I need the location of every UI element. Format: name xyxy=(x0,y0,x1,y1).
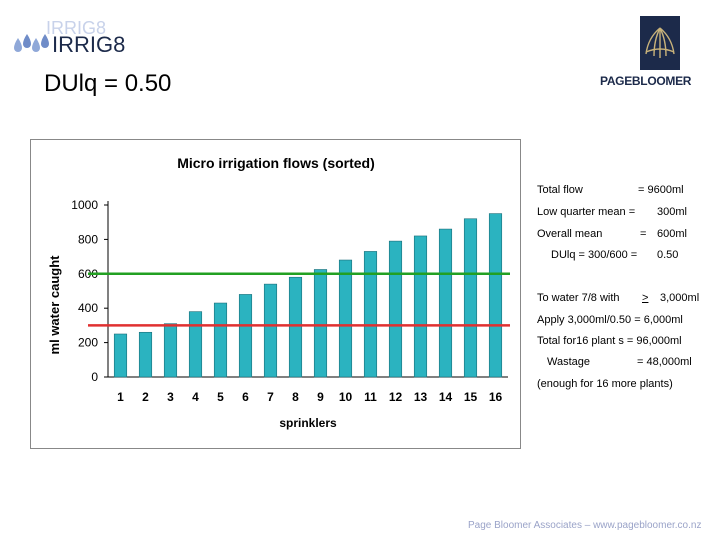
note-low-quarter-value: 300ml xyxy=(657,206,687,218)
note-total-flow-value: = 9600ml xyxy=(638,184,684,196)
bar-sprinkler-16 xyxy=(488,213,503,378)
bar-sprinkler-4 xyxy=(188,311,203,378)
y-tick-label: 400 xyxy=(78,301,98,315)
note-total-flow-label: Total flow xyxy=(537,184,583,196)
note-enough: (enough for 16 more plants) xyxy=(537,378,673,390)
x-tick-label: 3 xyxy=(167,390,174,404)
x-tick-label: 11 xyxy=(364,390,377,404)
flows-chart: Micro irrigation flows (sorted) ml water… xyxy=(30,139,521,449)
x-tick-label: 5 xyxy=(217,390,224,404)
logo-text-shadow: IRRIG8 xyxy=(46,18,106,38)
bar-sprinkler-15 xyxy=(463,218,478,378)
note-dulq-label: DUlq = 300/600 = xyxy=(551,249,638,261)
x-tick-label: 15 xyxy=(464,390,478,404)
note-wastage-value: = 48,000ml xyxy=(637,356,692,368)
y-tick-label: 0 xyxy=(91,370,98,384)
footer-text: Page Bloomer Associates – www.pagebloome… xyxy=(468,520,702,531)
x-tick-label: 2 xyxy=(142,390,149,404)
bar-sprinkler-3 xyxy=(163,323,178,378)
x-tick-label: 9 xyxy=(317,390,324,404)
note-overall-eq: = xyxy=(640,228,647,240)
x-tick-label: 1 xyxy=(117,390,124,404)
bloom-icon xyxy=(645,27,675,58)
bar-sprinkler-14 xyxy=(438,228,453,378)
x-tick-label: 10 xyxy=(339,390,353,404)
y-tick-label: 800 xyxy=(78,232,98,246)
y-axis-label: ml water caught xyxy=(47,255,62,355)
x-axis-label: sprinklers xyxy=(279,416,337,430)
note-water-value: 3,000ml xyxy=(660,292,700,304)
irrig8-logo: IRRIG8 IRRIG8 xyxy=(14,18,125,56)
x-tick-label: 16 xyxy=(489,390,503,404)
x-tick-label: 4 xyxy=(192,390,199,404)
bar-sprinkler-1 xyxy=(113,333,128,378)
bar-sprinkler-2 xyxy=(138,331,153,378)
chart-title: Micro irrigation flows (sorted) xyxy=(177,155,375,171)
bar-sprinkler-6 xyxy=(238,294,253,378)
note-total16: Total for16 plant s = 96,000ml xyxy=(537,335,682,347)
bar-sprinkler-9 xyxy=(313,269,328,378)
bar-sprinkler-10 xyxy=(338,259,353,378)
x-tick-label: 6 xyxy=(242,390,249,404)
note-apply: Apply 3,000ml/0.50 = 6,000ml xyxy=(537,314,683,326)
note-water-op: > xyxy=(642,292,649,304)
x-tick-label: 7 xyxy=(267,390,274,404)
logo-text: IRRIG8 xyxy=(52,32,125,56)
note-wastage-label: Wastage xyxy=(547,356,591,368)
x-tick-label: 8 xyxy=(292,390,299,404)
bar-sprinkler-5 xyxy=(213,302,228,378)
bar-sprinkler-11 xyxy=(363,251,378,378)
y-tick-label: 1000 xyxy=(71,198,98,212)
page-title: DUlq = 0.50 xyxy=(44,70,172,97)
note-dulq-value: 0.50 xyxy=(657,249,679,261)
x-tick-label: 12 xyxy=(389,390,403,404)
note-low-quarter-label: Low quarter mean = xyxy=(537,206,636,218)
bar-sprinkler-8 xyxy=(288,276,303,378)
brand-name: PAGEBLOOMER xyxy=(600,74,692,88)
water-drops-icon xyxy=(14,34,49,52)
pagebloomer-logo xyxy=(640,16,680,70)
x-tick-label: 14 xyxy=(439,390,453,404)
note-overall-value: 600ml xyxy=(657,228,687,240)
bar-sprinkler-12 xyxy=(388,240,403,378)
bar-sprinkler-7 xyxy=(263,283,278,378)
x-tick-label: 13 xyxy=(414,390,428,404)
note-water-label: To water 7/8 with xyxy=(537,292,620,304)
note-overall-label: Overall mean xyxy=(537,228,603,240)
y-tick-label: 200 xyxy=(78,336,98,350)
bar-sprinkler-13 xyxy=(413,235,428,378)
